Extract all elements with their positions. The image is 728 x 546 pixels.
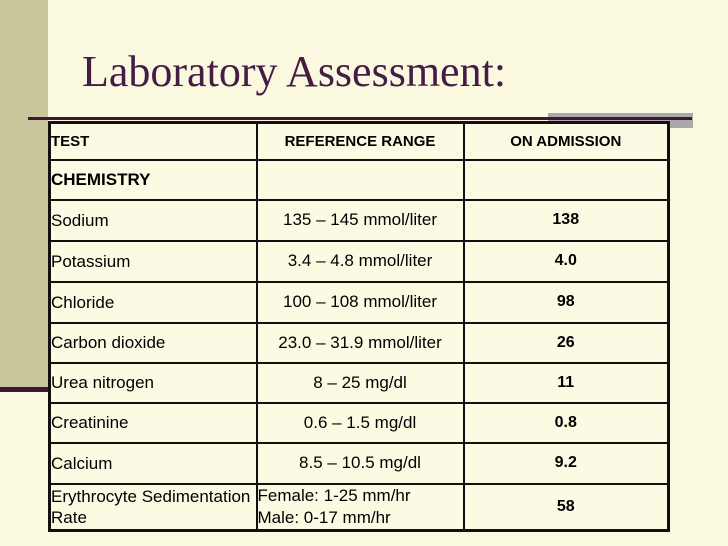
admission-value-cell: 138 (462, 198, 670, 242)
admission-value-cell: 9.2 (462, 441, 670, 485)
header-on-admission: ON ADMISSION (462, 121, 670, 161)
table-header-row: TEST REFERENCE RANGE ON ADMISSION (48, 121, 670, 161)
reference-line-male: Male: 0-17 mm/hr (257, 507, 391, 527)
left-sidebar-bar (0, 0, 48, 387)
test-name-cell: Sodium (48, 198, 258, 242)
section-label: CHEMISTRY (48, 158, 258, 201)
reference-range-cell: 8.5 – 10.5 mg/dl (255, 441, 465, 485)
section-row-chemistry: CHEMISTRY (48, 158, 670, 201)
test-name-cell: Carbon dioxide (48, 321, 258, 364)
reference-range-cell: 8 – 25 mg/dl (255, 361, 465, 404)
reference-range-cell: 100 – 108 mmol/liter (255, 280, 465, 324)
reference-range-cell: Female: 1-25 mm/hr Male: 0-17 mm/hr (255, 482, 465, 531)
admission-value-cell: 98 (462, 280, 670, 324)
test-name-cell: Creatinine (48, 401, 258, 444)
test-name-cell: Urea nitrogen (48, 361, 258, 404)
sidebar-accent-line (0, 387, 48, 392)
table-row: Carbon dioxide 23.0 – 31.9 mmol/liter 26 (48, 321, 670, 364)
header-test: TEST (48, 121, 258, 161)
admission-value-cell: 0.8 (462, 401, 670, 444)
test-name-cell: Chloride (48, 280, 258, 324)
table-row: Creatinine 0.6 – 1.5 mg/dl 0.8 (48, 401, 670, 444)
table-row: Urea nitrogen 8 – 25 mg/dl 11 (48, 361, 670, 404)
reference-line-female: Female: 1-25 mm/hr (257, 485, 411, 505)
table-row: Potassium 3.4 – 4.8 mmol/liter 4.0 (48, 239, 670, 283)
table-row: Sodium 135 – 145 mmol/liter 138 (48, 198, 670, 242)
test-name-cell: Calcium (48, 441, 258, 485)
test-name-cell: Erythrocyte Sedimentation Rate (48, 482, 258, 531)
reference-range-cell: 3.4 – 4.8 mmol/liter (255, 239, 465, 283)
page-title: Laboratory Assessment: (82, 47, 507, 96)
admission-value-cell: 11 (462, 361, 670, 404)
empty-cell (462, 158, 670, 201)
table-row: Erythrocyte Sedimentation Rate Female: 1… (48, 482, 670, 531)
admission-value-cell: 4.0 (462, 239, 670, 283)
header-reference-range: REFERENCE RANGE (255, 121, 465, 161)
title-underline-rule (28, 117, 692, 120)
admission-value-cell: 26 (462, 321, 670, 364)
table-row: Calcium 8.5 – 10.5 mg/dl 9.2 (48, 441, 670, 485)
table-row: Chloride 100 – 108 mmol/liter 98 (48, 280, 670, 324)
empty-cell (255, 158, 465, 201)
reference-range-cell: 0.6 – 1.5 mg/dl (255, 401, 465, 444)
test-name-cell: Potassium (48, 239, 258, 283)
admission-value-cell: 58 (462, 482, 670, 531)
reference-range-cell: 23.0 – 31.9 mmol/liter (255, 321, 465, 364)
reference-range-cell: 135 – 145 mmol/liter (255, 198, 465, 242)
lab-results-table: TEST REFERENCE RANGE ON ADMISSION CHEMIS… (48, 121, 670, 532)
